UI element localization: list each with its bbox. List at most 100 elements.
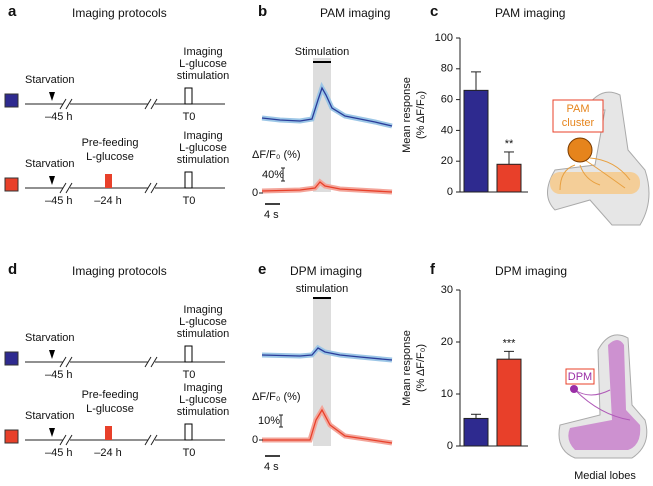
panel-label: d (8, 261, 17, 278)
scale-label: ΔF/F₀ (%) (252, 149, 301, 161)
label: L-glucose (179, 316, 227, 328)
label: Imaging (183, 130, 222, 142)
bar-chart: c PAM imaging Mean response (% ΔF/F₀) 0 20 40 6… (401, 3, 566, 198)
stim-label: Stimulation (295, 46, 349, 58)
protocol-panel: a Imaging protocols Starvation –45 h Imaging… (4, 3, 230, 207)
group-swatch (4, 93, 19, 108)
label: T0 (183, 447, 196, 459)
y-tick-label: 20 (441, 155, 453, 167)
y-tick-label: 80 (441, 63, 453, 75)
group-swatch (4, 177, 19, 192)
arrow (49, 350, 55, 359)
zero-label: 0 (252, 434, 258, 446)
bar (463, 89, 489, 193)
bar (463, 417, 489, 447)
prefeed-marker (105, 174, 112, 188)
panel-title: Imaging protocols (72, 264, 167, 278)
arrow (49, 92, 55, 101)
zero-label: 0 (252, 187, 258, 199)
scale-bar (279, 414, 283, 428)
label-box (552, 99, 604, 133)
y-tick-label: 0 (447, 440, 453, 452)
axis-break (59, 356, 158, 368)
label: –45 h (45, 111, 73, 123)
stim-marker (184, 87, 193, 105)
trace (261, 347, 393, 361)
pam-diagram: PAM cluster (547, 91, 650, 226)
bar (496, 358, 522, 447)
label: Pre-feeding (82, 137, 139, 149)
diagram-label: cluster (562, 117, 595, 129)
stim-window (313, 298, 331, 446)
chart-title: PAM imaging (495, 6, 565, 20)
y-axis-label: Mean response (401, 330, 413, 406)
stim-window (313, 58, 331, 192)
label: T0 (183, 195, 196, 207)
label: –45 h (45, 447, 73, 459)
y-axis-label: (% ΔF/F₀) (415, 91, 427, 139)
arrow (49, 176, 55, 185)
label: stimulation (177, 70, 230, 82)
label: Starvation (25, 158, 75, 170)
group-swatch (4, 429, 19, 444)
y-axis-label: Mean response (401, 77, 413, 153)
stim-marker (184, 423, 193, 441)
bar (496, 163, 522, 193)
label: T0 (183, 369, 196, 381)
diagram-label: DPM (568, 371, 592, 383)
label: T0 (183, 111, 196, 123)
scale-value: 10% (258, 415, 280, 427)
label: Starvation (25, 332, 75, 344)
time-label: 4 s (264, 209, 279, 221)
dpm-soma (570, 385, 578, 393)
label: stimulation (177, 406, 230, 418)
label: Starvation (25, 410, 75, 422)
label: –24 h (94, 447, 122, 459)
time-label: 4 s (264, 461, 279, 473)
panel-title: PAM imaging (320, 6, 390, 20)
prefeed-marker (105, 426, 112, 440)
stim-label: stimulation (296, 283, 349, 295)
trace-panel: b PAM imaging Stimulation ΔF/F₀ (%) 40% … (252, 3, 393, 221)
y-tick-label: 100 (435, 32, 453, 44)
y-tick-label: 20 (441, 336, 453, 348)
label: Pre-feeding (82, 389, 139, 401)
stim-marker (184, 345, 193, 363)
y-tick-label: 60 (441, 94, 453, 106)
label: Starvation (25, 74, 75, 86)
stim-marker (184, 171, 193, 189)
label: –45 h (45, 369, 73, 381)
axis-break (59, 434, 158, 446)
label: L-glucose (86, 151, 134, 163)
panel-label: f (430, 261, 436, 278)
panel-label: e (258, 261, 266, 278)
label: L-glucose (179, 58, 227, 70)
label: L-glucose (179, 142, 227, 154)
scale-bar (281, 167, 285, 182)
significance: ** (505, 138, 514, 150)
pam-cluster (567, 137, 593, 163)
trace (262, 408, 393, 444)
group-swatch (4, 351, 19, 366)
label-box (565, 368, 595, 385)
panel-title: DPM imaging (290, 264, 362, 278)
label: –45 h (45, 195, 73, 207)
panel-label: b (258, 3, 267, 20)
label: Imaging (183, 46, 222, 58)
panel-label: c (430, 3, 438, 20)
bar-chart: f DPM imaging Mean response (% ΔF/F₀) 0 10 20 3… (401, 261, 567, 452)
y-tick-label: 40 (441, 124, 453, 136)
y-axis-label: (% ΔF/F₀) (415, 344, 427, 392)
diagram-label: Medial lobes (574, 470, 636, 482)
axis-break (59, 98, 158, 110)
y-tick-label: 10 (441, 388, 453, 400)
label: stimulation (177, 154, 230, 166)
dpm-diagram: DPM Medial lobes (558, 334, 648, 482)
label: –24 h (94, 195, 122, 207)
scale-value: 40% (262, 169, 284, 181)
dpm-innervation (568, 340, 641, 450)
label: L-glucose (179, 394, 227, 406)
diagram-label: PAM (566, 103, 589, 115)
trace-panel: e DPM imaging stimulation ΔF/F₀ (%) 10% … (252, 261, 393, 473)
